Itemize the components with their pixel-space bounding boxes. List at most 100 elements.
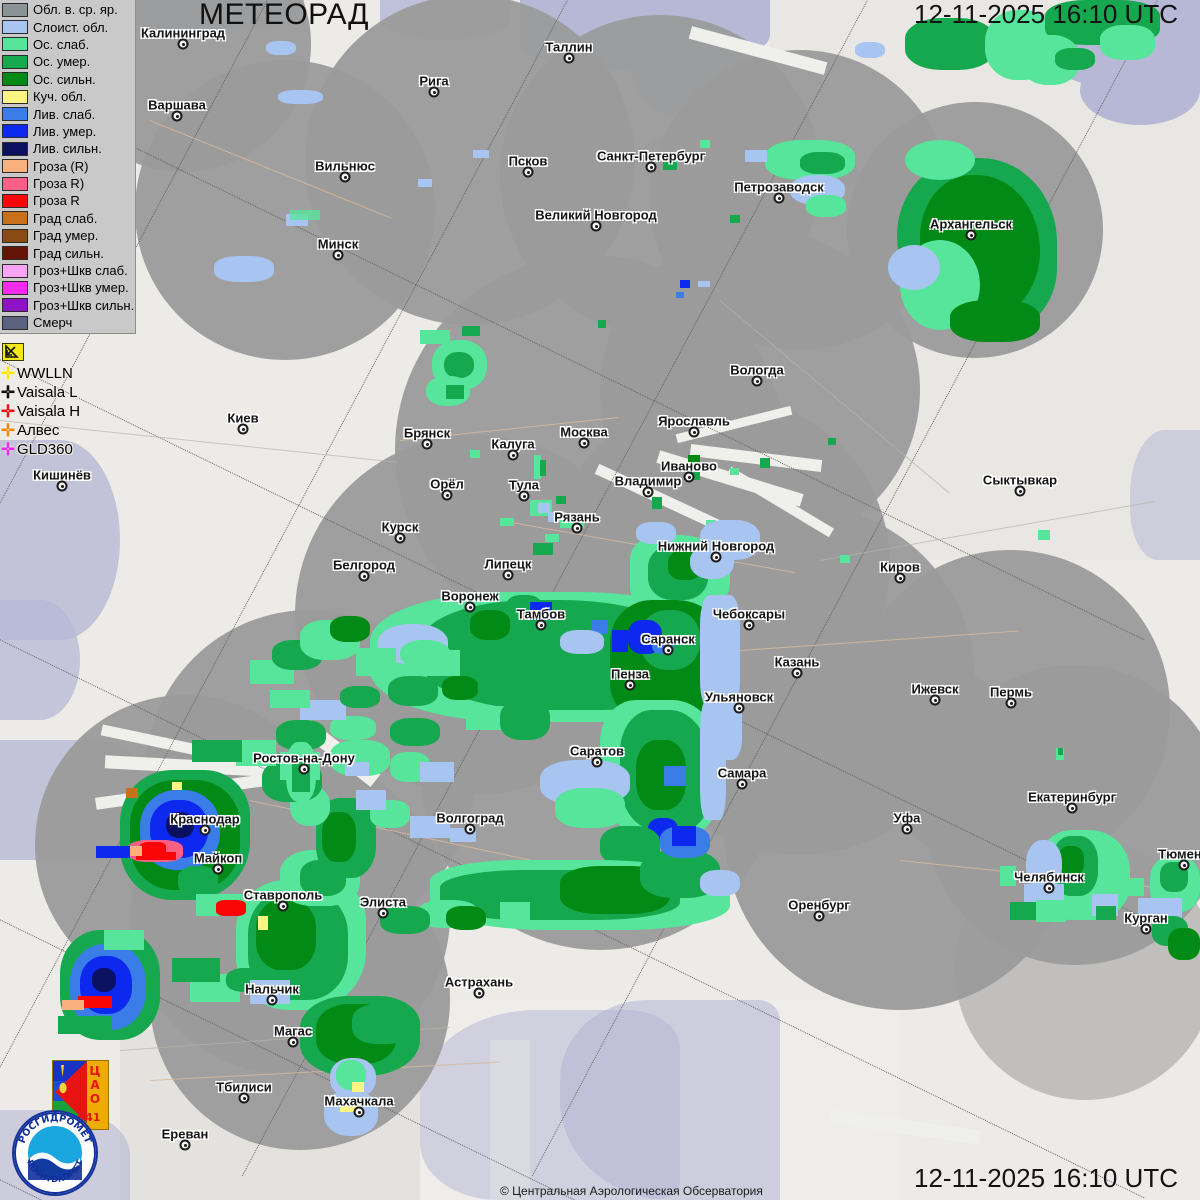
- city-marker[interactable]: Петрозаводск: [734, 180, 824, 204]
- city-marker[interactable]: Вологда: [730, 363, 784, 387]
- city-dot-icon: [590, 220, 602, 232]
- city-marker[interactable]: Ереван: [162, 1127, 208, 1151]
- swatch-thunder-r: [2, 193, 28, 208]
- city-marker[interactable]: Сыктывкар: [983, 473, 1057, 497]
- city-marker[interactable]: Тбилиси: [216, 1080, 272, 1104]
- city-marker[interactable]: Курск: [382, 520, 418, 544]
- city-marker[interactable]: Магас: [274, 1024, 312, 1048]
- city-marker[interactable]: Майкоп: [194, 851, 242, 875]
- legend-item[interactable]: Гроза (R): [0, 158, 135, 175]
- swatch-cloud-mid: [2, 2, 28, 17]
- swatch-hail-light: [2, 211, 28, 226]
- city-marker[interactable]: Волгоград: [436, 811, 504, 835]
- lightning-legend-item[interactable]: ✛ Vaisala H: [0, 402, 96, 421]
- legend-item[interactable]: Лив. сильн.: [0, 140, 135, 157]
- city-marker[interactable]: Самара: [718, 766, 766, 790]
- city-label: Уфа: [893, 810, 921, 826]
- legend-item[interactable]: Гроза R): [0, 175, 135, 192]
- city-marker[interactable]: Тюмень: [1158, 847, 1200, 871]
- city-marker[interactable]: Кишинёв: [33, 468, 91, 492]
- city-marker[interactable]: Краснодар: [170, 812, 240, 836]
- city-label: Брянск: [403, 425, 451, 441]
- city-marker[interactable]: Владимир: [615, 474, 681, 498]
- city-marker[interactable]: Екатеринбург: [1028, 790, 1116, 814]
- city-marker[interactable]: Тула: [509, 478, 539, 502]
- city-marker[interactable]: Псков: [509, 154, 547, 178]
- city-marker[interactable]: Рязань: [554, 510, 600, 534]
- city-marker[interactable]: Киев: [227, 411, 259, 435]
- legend-item[interactable]: Ос. умер.: [0, 53, 135, 70]
- city-marker[interactable]: Пенза: [611, 667, 649, 691]
- city-marker[interactable]: Иваново: [661, 459, 717, 483]
- city-marker[interactable]: Ульяновск: [705, 690, 773, 714]
- city-marker[interactable]: Тамбов: [517, 607, 565, 631]
- city-marker[interactable]: Липецк: [485, 557, 531, 581]
- legend-item[interactable]: Град слаб.: [0, 210, 135, 227]
- precipitation-type-legend: Обл. в. ср. яр. Слоист. обл. Ос. слаб. Ос. …: [0, 0, 136, 335]
- city-marker[interactable]: Саратов: [570, 744, 624, 768]
- city-marker[interactable]: Ижевск: [911, 682, 959, 706]
- city-marker[interactable]: Нижний Новгород: [658, 539, 774, 563]
- city-dot-icon: [428, 86, 440, 98]
- lightning-legend-item[interactable]: ✛ GLD360: [0, 440, 96, 459]
- city-marker[interactable]: Казань: [775, 655, 819, 679]
- city-marker[interactable]: Великий Новгород: [535, 208, 657, 232]
- city-marker[interactable]: Астрахань: [445, 975, 513, 999]
- city-marker[interactable]: Оренбург: [788, 898, 850, 922]
- city-dot-icon: [1140, 923, 1152, 935]
- city-marker[interactable]: Санкт-Петербург: [597, 149, 705, 173]
- city-marker[interactable]: Калуга: [491, 437, 535, 461]
- city-marker[interactable]: Ярославль: [658, 414, 730, 438]
- legend-item[interactable]: Град сильн.: [0, 244, 135, 261]
- city-marker[interactable]: Вильнюс: [315, 159, 375, 183]
- legend-item[interactable]: Куч. обл.: [0, 88, 135, 105]
- legend-item[interactable]: Лив. слаб.: [0, 105, 135, 122]
- city-marker[interactable]: Таллин: [545, 40, 593, 64]
- lightning-legend-item[interactable]: ✛ Vaisala L: [0, 383, 96, 402]
- city-marker[interactable]: Орёл: [430, 477, 464, 501]
- city-marker[interactable]: Ростов-на-Дону: [253, 751, 355, 775]
- city-label: Белгород: [333, 557, 395, 573]
- city-marker[interactable]: Уфа: [894, 811, 920, 835]
- city-marker[interactable]: Рига: [419, 74, 449, 98]
- legend-item[interactable]: Смерч: [0, 314, 135, 331]
- city-label: Киров: [880, 559, 920, 575]
- legend-item[interactable]: Ос. сильн.: [0, 71, 135, 88]
- city-dot-icon: [563, 52, 575, 64]
- city-marker[interactable]: Элиста: [360, 895, 406, 919]
- city-dot-icon: [287, 1036, 299, 1048]
- lightning-legend-item[interactable]: ✛ Алвес: [0, 421, 96, 440]
- city-marker[interactable]: Киров: [880, 560, 920, 584]
- legend-item[interactable]: Лив. умер.: [0, 123, 135, 140]
- city-marker[interactable]: Курган: [1124, 911, 1168, 935]
- city-marker[interactable]: Архангельск: [930, 217, 1012, 241]
- legend-item[interactable]: Обл. в. ср. яр.: [0, 1, 135, 18]
- city-label: Сыктывкар: [982, 472, 1058, 488]
- city-marker[interactable]: Махачкала: [324, 1094, 394, 1118]
- city-marker[interactable]: Белгород: [333, 558, 395, 582]
- city-marker[interactable]: Варшава: [148, 98, 206, 122]
- legend-item[interactable]: Слоист. обл.: [0, 18, 135, 35]
- lightning-legend-item[interactable]: ✛ WWLLN: [0, 364, 96, 383]
- legend-item-label: Обл. в. ср. яр.: [33, 2, 118, 18]
- city-marker[interactable]: Ставрополь: [244, 888, 322, 912]
- legend-item[interactable]: Гроза R: [0, 192, 135, 209]
- legend-item[interactable]: Гроз+Шкв умер.: [0, 279, 135, 296]
- legend-item[interactable]: Ос. слаб.: [0, 36, 135, 53]
- city-marker[interactable]: Челябинск: [1014, 870, 1084, 894]
- city-marker[interactable]: Нальчик: [245, 982, 299, 1006]
- legend-item[interactable]: Гроз+Шкв сильн.: [0, 297, 135, 314]
- city-marker[interactable]: Брянск: [404, 426, 450, 450]
- city-marker[interactable]: Пермь: [990, 685, 1032, 709]
- legend-item[interactable]: Град умер.: [0, 227, 135, 244]
- city-marker[interactable]: Чебоксары: [713, 607, 785, 631]
- city-marker[interactable]: Москва: [560, 425, 608, 449]
- legend-item[interactable]: Гроз+Шкв слаб.: [0, 262, 135, 279]
- city-marker[interactable]: Саранск: [641, 632, 695, 656]
- city-label: Магас: [273, 1023, 313, 1039]
- city-marker[interactable]: Воронеж: [441, 589, 499, 613]
- city-dot-icon: [773, 192, 785, 204]
- city-marker[interactable]: Калининград: [141, 26, 225, 50]
- city-marker[interactable]: Минск: [318, 237, 358, 261]
